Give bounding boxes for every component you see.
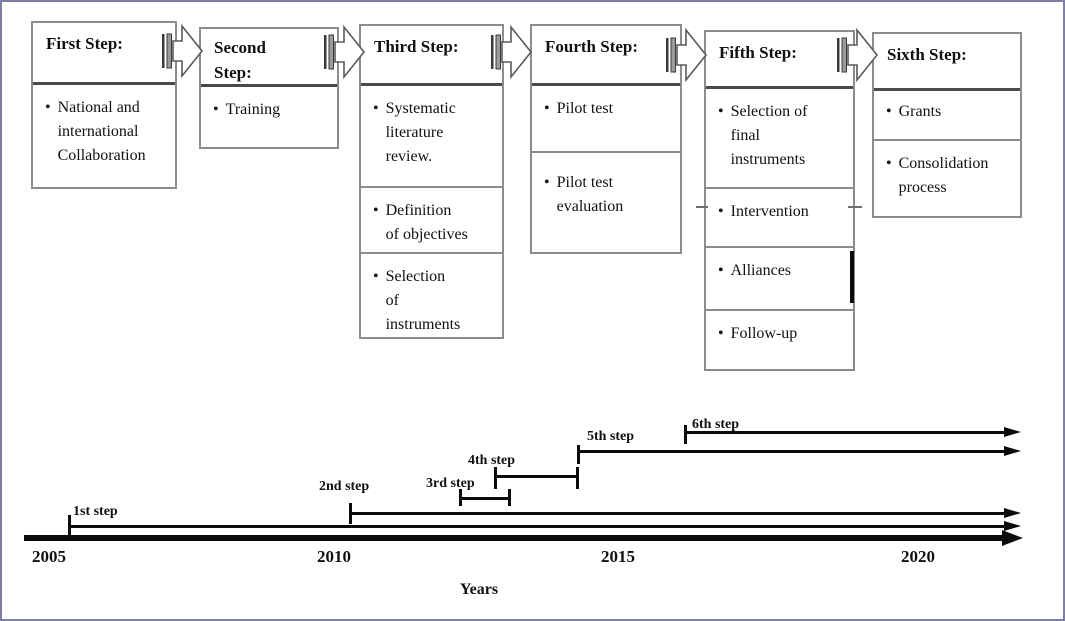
timeline-bar-start-tick [577, 445, 580, 464]
striped-right-arrow-icon [491, 24, 533, 80]
step-column-first: First Step: National and international C… [31, 21, 177, 189]
connector-dash [848, 206, 862, 208]
step-column-sixth: Sixth Step: Grants Consolidation process [872, 32, 1022, 218]
bullet-icon [544, 171, 550, 195]
bullet-icon [45, 96, 51, 120]
timeline-bar-line [494, 475, 579, 478]
step-header-box: Third Step: [361, 26, 502, 86]
step-header-label: Sixth Step: [887, 45, 967, 64]
step-item-label: Selection of final instruments [730, 103, 808, 168]
bullet-icon [213, 98, 219, 122]
step-header-box: Fifth Step: [706, 32, 853, 89]
step-column-fifth: Fifth Step: Selection of final instrumen… [704, 30, 855, 371]
step-header-label: First Step: [46, 34, 123, 53]
striped-right-arrow-icon [162, 23, 204, 79]
striped-right-arrow-icon [666, 27, 708, 83]
step-header-label: Second Step: [214, 38, 266, 82]
timeline-axis-arrowhead-icon [1002, 530, 1023, 546]
step-item-row: National and international Collaboration [33, 85, 175, 187]
bullet-icon [886, 100, 892, 124]
timeline-bar-line [459, 497, 511, 500]
axis-tick-label: 2010 [317, 547, 351, 566]
axis-title: Years [459, 581, 499, 598]
step-header-box: Sixth Step: [874, 34, 1020, 91]
step-item-label: Consolidation process [898, 155, 989, 196]
timeline-bar-start-tick [494, 467, 497, 489]
step-item-row: Consolidation process [874, 139, 1020, 216]
bullet-icon [886, 152, 892, 176]
axis-tick-label: 2015 [601, 547, 635, 566]
bullet-icon [718, 322, 724, 346]
step-header-label: Third Step: [374, 37, 459, 56]
step-item-row: Follow-up [706, 309, 853, 369]
step-item-row: Systematic literature review. [361, 86, 502, 186]
step-item-row: Training [201, 87, 337, 147]
timeline-bar-label: 5th step [587, 429, 635, 444]
timeline-bar-line [349, 512, 1004, 515]
timeline-bar-arrowhead-icon [1004, 427, 1021, 437]
step-item-label: Grants [898, 103, 942, 120]
timeline-bar-arrowhead-icon [1004, 446, 1021, 456]
striped-right-arrow-icon [324, 24, 366, 80]
timeline-bar-label: 2nd step [319, 479, 370, 494]
step-item-row: Pilot test [532, 86, 680, 151]
axis-tick-label: 2005 [32, 547, 66, 566]
bullet-icon [373, 265, 379, 289]
bullet-icon [718, 259, 724, 283]
step-item-label: Definition of objectives [385, 202, 468, 243]
timeline-bar-label: 6th step [692, 417, 740, 432]
step-item-label: Pilot test evaluation [556, 174, 624, 215]
bullet-icon [373, 97, 379, 121]
step-header-label: Fifth Step: [719, 43, 797, 62]
timeline-bar-line [684, 431, 1004, 434]
step-item-label: Intervention [730, 203, 809, 220]
step-item-row: Pilot test evaluation [532, 151, 680, 252]
timeline-bar-line [577, 450, 1004, 453]
connector-bar [850, 251, 854, 303]
step-item-label: Training [225, 101, 281, 118]
timeline-bar-label: 3rd step [426, 476, 475, 491]
step-item-label: Pilot test [556, 100, 614, 117]
bullet-icon [718, 200, 724, 224]
timeline-bar-arrowhead-icon [1004, 508, 1021, 518]
timeline-axis-line [24, 535, 1002, 541]
connector-dash [696, 206, 708, 208]
timeline-bar-line [68, 525, 1004, 528]
step-item-label: Systematic literature review. [385, 100, 456, 165]
step-item-row: Alliances [706, 246, 853, 309]
step-item-label: National and international Collaboration [57, 99, 146, 164]
timeline-bar-start-tick [684, 425, 687, 444]
step-item-row: Selection of final instruments [706, 89, 853, 187]
step-item-label: Selection of instruments [385, 268, 461, 333]
step-column-second: Second Step: Training [199, 27, 339, 149]
step-item-row: Grants [874, 91, 1020, 139]
step-item-row: Definition of objectives [361, 186, 502, 252]
timeline-bar-label: 1st step [73, 504, 118, 519]
step-header-box: Fourth Step: [532, 26, 680, 86]
step-item-row: Selection of instruments [361, 252, 502, 337]
timeline-bar-label: 4th step [468, 453, 516, 468]
timeline-bar-end-tick [508, 489, 511, 506]
bullet-icon [373, 199, 379, 223]
step-header-label: Fourth Step: [545, 37, 639, 56]
timeline-bar-arrowhead-icon [1004, 521, 1021, 531]
timeline-bar-end-tick [576, 467, 579, 489]
bullet-icon [718, 100, 724, 124]
axis-tick-label: 2020 [901, 547, 935, 566]
step-item-row: Intervention [706, 187, 853, 246]
step-item-label: Follow-up [730, 325, 798, 342]
striped-right-arrow-icon [837, 27, 879, 83]
step-column-third: Third Step: Systematic literature review… [359, 24, 504, 339]
bullet-icon [544, 97, 550, 121]
step-item-label: Alliances [730, 262, 792, 279]
step-header-box: First Step: [33, 23, 175, 85]
step-column-fourth: Fourth Step: Pilot test Pilot test evalu… [530, 24, 682, 254]
step-header-box: Second Step: [201, 29, 337, 87]
